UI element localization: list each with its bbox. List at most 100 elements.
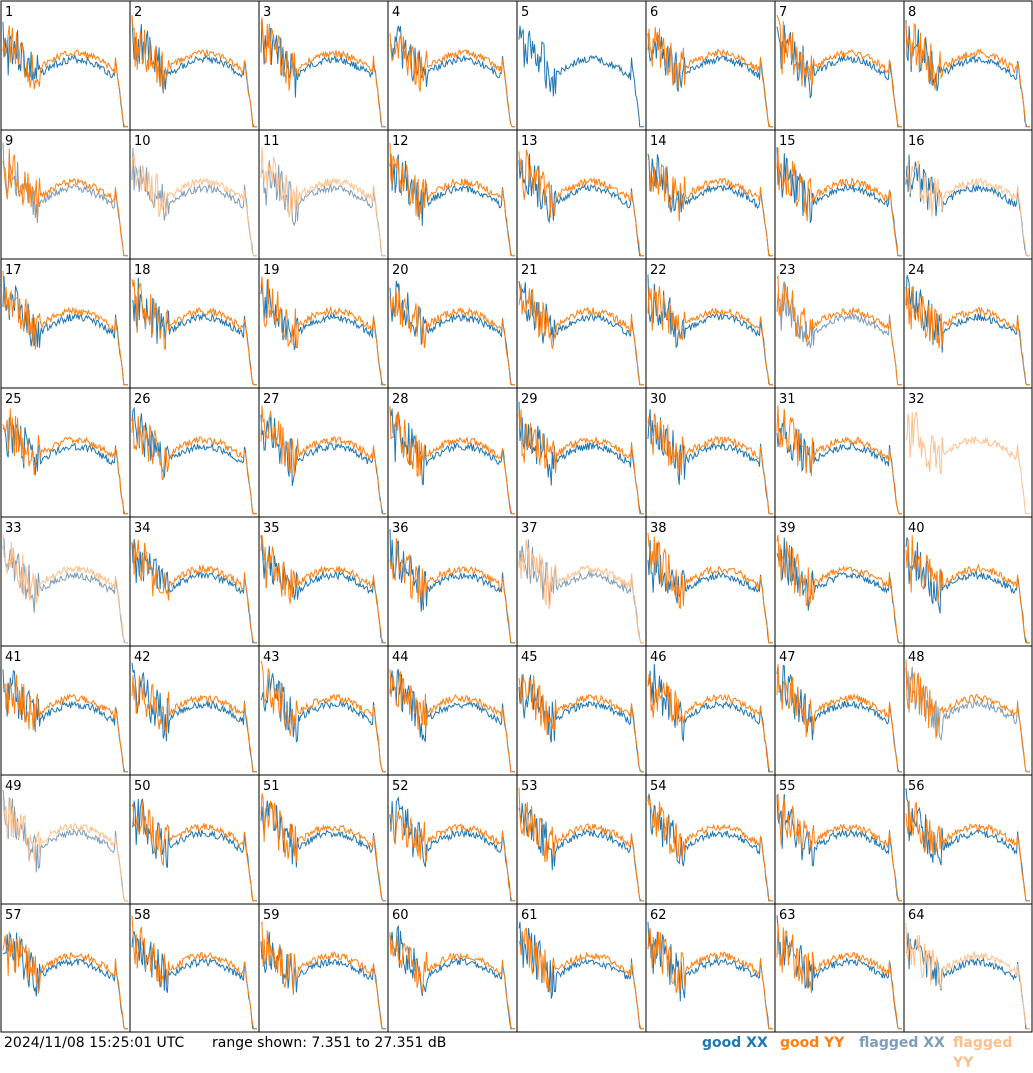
panel-50: 50 <box>129 774 260 905</box>
yy-trace <box>389 669 515 773</box>
panel-label: 6 <box>650 5 658 20</box>
panel-60: 60 <box>387 903 518 1033</box>
yy-trace <box>389 284 515 386</box>
panel-label: 33 <box>5 521 22 536</box>
panel-label: 42 <box>134 650 151 665</box>
yy-trace <box>905 659 1030 773</box>
xx-trace <box>905 932 1030 1030</box>
panel-label: 35 <box>263 521 280 536</box>
panel-frame <box>258 0 389 131</box>
yy-trace <box>647 286 773 386</box>
xx-trace <box>2 538 128 644</box>
panel-label: 28 <box>392 392 409 407</box>
panel-label: 37 <box>521 521 538 536</box>
xx-trace <box>776 537 902 644</box>
yy-trace <box>905 535 1030 644</box>
yy-trace <box>389 538 515 644</box>
xx-trace <box>518 25 644 128</box>
panel-41: 41 <box>0 645 131 776</box>
panel-frame <box>903 516 1033 647</box>
panel-label: 13 <box>521 134 538 149</box>
panel-2: 2 <box>129 0 260 131</box>
panel-25: 25 <box>0 387 131 518</box>
yy-trace <box>260 276 386 386</box>
legend-flagged-xx: flagged XX <box>859 1035 945 1051</box>
panel-53: 53 <box>516 774 647 905</box>
xx-trace <box>389 280 515 386</box>
panel-frame <box>387 387 518 518</box>
yy-trace <box>260 534 386 644</box>
panel-5: 5 <box>516 0 647 131</box>
panel-label: 34 <box>134 521 151 536</box>
xx-trace <box>389 153 515 257</box>
xx-trace <box>260 279 386 386</box>
xx-trace <box>647 274 773 386</box>
xx-trace <box>518 401 644 515</box>
panel-frame <box>645 645 776 776</box>
panel-label: 16 <box>908 134 925 149</box>
panel-label: 54 <box>650 779 667 794</box>
yy-trace <box>131 15 257 128</box>
panel-label: 53 <box>521 779 538 794</box>
panel-frame <box>516 774 647 905</box>
yy-trace <box>518 409 644 515</box>
panel-frame <box>903 903 1033 1033</box>
yy-trace <box>518 674 644 773</box>
panel-43: 43 <box>258 645 389 776</box>
panel-35: 35 <box>258 516 389 647</box>
yy-trace <box>2 797 128 902</box>
xx-trace <box>389 924 515 1030</box>
xx-trace <box>518 674 644 773</box>
legend-flagged-yy: flagged YY <box>953 1035 1013 1071</box>
panel-61: 61 <box>516 903 647 1033</box>
panel-19: 19 <box>258 258 389 389</box>
panel-58: 58 <box>129 903 260 1033</box>
xx-trace <box>260 160 386 257</box>
xx-trace <box>776 24 902 128</box>
xx-trace <box>905 154 1030 257</box>
panel-label: 62 <box>650 908 667 923</box>
panel-label: 39 <box>779 521 796 536</box>
yy-trace <box>776 793 902 902</box>
panel-label: 7 <box>779 5 787 20</box>
panel-label: 64 <box>908 908 925 923</box>
panel-34: 34 <box>129 516 260 647</box>
panel-frame <box>0 0 131 131</box>
panel-label: 36 <box>392 521 409 536</box>
panel-27: 27 <box>258 387 389 518</box>
panel-33: 33 <box>0 516 131 647</box>
yy-trace <box>131 915 257 1030</box>
panel-4: 4 <box>387 0 518 131</box>
xx-trace <box>131 277 257 386</box>
xx-trace <box>905 666 1030 773</box>
yy-trace <box>905 22 1030 128</box>
panel-label: 2 <box>134 5 142 20</box>
yy-trace <box>647 673 773 773</box>
panel-26: 26 <box>129 387 260 518</box>
panel-label: 15 <box>779 134 796 149</box>
range-shown: range shown: 7.351 to 27.351 dB <box>212 1035 447 1051</box>
yy-trace <box>647 413 773 515</box>
panel-label: 56 <box>908 779 925 794</box>
panel-frame <box>129 516 260 647</box>
yy-trace <box>389 33 515 128</box>
panel-22: 22 <box>645 258 776 389</box>
xx-trace <box>647 539 773 644</box>
panel-44: 44 <box>387 645 518 776</box>
panel-label: 45 <box>521 650 538 665</box>
panel-label: 59 <box>263 908 280 923</box>
panel-label: 58 <box>134 908 151 923</box>
panel-54: 54 <box>645 774 776 905</box>
panel-label: 40 <box>908 521 925 536</box>
yy-trace <box>647 927 773 1030</box>
panel-frame <box>387 258 518 389</box>
panel-23: 23 <box>774 258 905 389</box>
yy-trace <box>905 922 1030 1030</box>
panel-label: 49 <box>5 779 22 794</box>
xx-trace <box>776 915 902 1030</box>
panel-55: 55 <box>774 774 905 905</box>
xx-trace <box>2 417 128 515</box>
panel-21: 21 <box>516 258 647 389</box>
yy-trace <box>131 674 257 773</box>
